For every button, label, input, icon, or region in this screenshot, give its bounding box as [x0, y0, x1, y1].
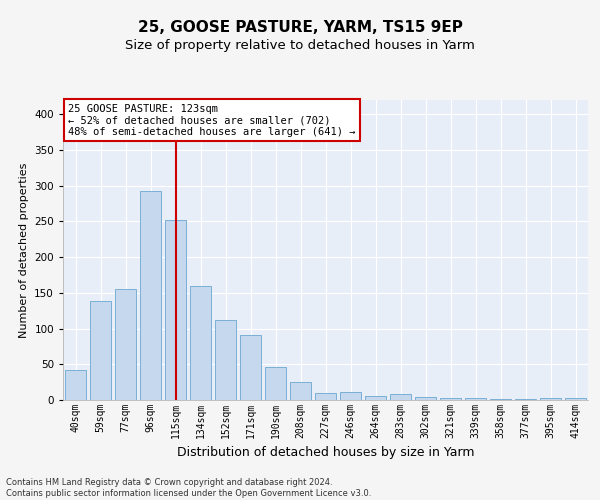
Bar [440, 398, 461, 400]
Bar [190, 286, 211, 400]
Text: Size of property relative to detached houses in Yarm: Size of property relative to detached ho… [125, 40, 475, 52]
Bar [165, 220, 186, 400]
Bar [140, 190, 161, 400]
Bar [115, 290, 136, 400]
Bar [215, 320, 236, 400]
Bar [540, 398, 561, 400]
Bar [365, 396, 386, 400]
Bar [340, 392, 361, 400]
Bar [265, 367, 286, 400]
Bar [465, 398, 486, 400]
Bar [240, 335, 261, 400]
Text: 25, GOOSE PASTURE, YARM, TS15 9EP: 25, GOOSE PASTURE, YARM, TS15 9EP [137, 20, 463, 35]
Bar [415, 397, 436, 400]
Bar [90, 302, 111, 400]
Text: 25 GOOSE PASTURE: 123sqm
← 52% of detached houses are smaller (702)
48% of semi-: 25 GOOSE PASTURE: 123sqm ← 52% of detach… [68, 104, 355, 137]
Bar [515, 398, 536, 400]
Text: Contains HM Land Registry data © Crown copyright and database right 2024.
Contai: Contains HM Land Registry data © Crown c… [6, 478, 371, 498]
Bar [65, 370, 86, 400]
Y-axis label: Number of detached properties: Number of detached properties [19, 162, 29, 338]
Bar [490, 398, 511, 400]
Bar [390, 394, 411, 400]
Bar [565, 398, 586, 400]
Bar [315, 393, 336, 400]
X-axis label: Distribution of detached houses by size in Yarm: Distribution of detached houses by size … [177, 446, 474, 460]
Bar [290, 382, 311, 400]
